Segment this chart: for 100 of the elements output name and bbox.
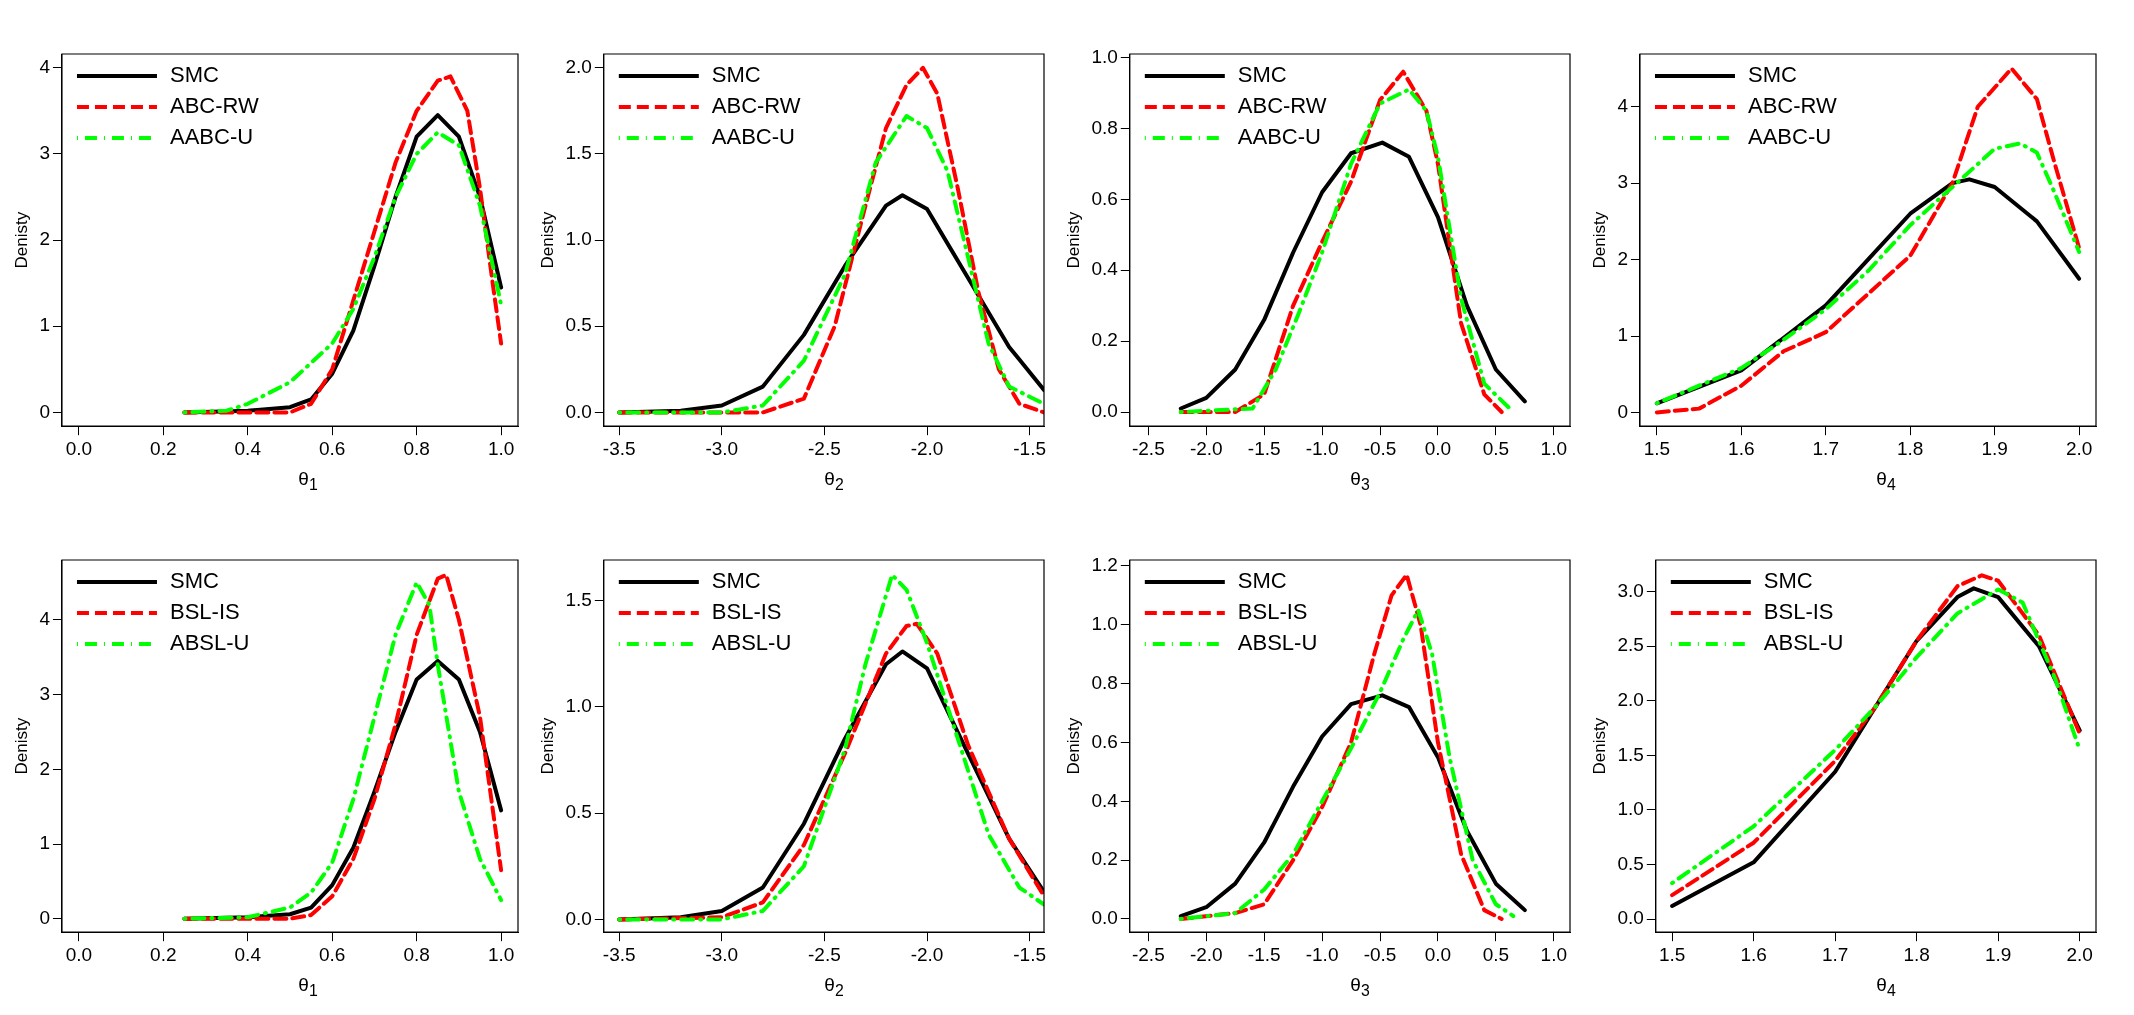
y-tick-label: 0.5 bbox=[565, 314, 592, 336]
x-tick-label: 1.0 bbox=[487, 437, 515, 459]
y-tick-label: 3 bbox=[39, 142, 50, 164]
y-tick-label: 0.0 bbox=[565, 907, 592, 929]
legend-label: ABSL-U bbox=[169, 629, 250, 655]
x-tick-label: 0.4 bbox=[234, 437, 262, 459]
x-tick-label: 1.9 bbox=[1984, 943, 2012, 965]
y-tick-label: 0.6 bbox=[1091, 730, 1118, 752]
y-tick-label: 0.5 bbox=[565, 801, 592, 823]
y-tick-label: 2 bbox=[39, 228, 50, 250]
legend-label: ABC-RW bbox=[1237, 93, 1327, 119]
x-tick-label: 0.0 bbox=[1424, 943, 1452, 965]
y-axis-title: Denisty bbox=[1063, 211, 1083, 269]
legend-label: BSL-IS bbox=[1763, 598, 1834, 624]
x-tick-label: -1.0 bbox=[1305, 943, 1339, 965]
y-tick-label: 1.0 bbox=[1091, 612, 1118, 634]
legend-label: SMC bbox=[1763, 567, 1813, 593]
x-tick-label: 2.0 bbox=[2065, 437, 2093, 459]
x-tick-label: 1.5 bbox=[1658, 943, 1686, 965]
y-axis-title: Denisty bbox=[537, 211, 557, 269]
x-tick-label: -3.0 bbox=[705, 943, 739, 965]
x-tick-label: 0.8 bbox=[403, 943, 430, 965]
y-tick-label: 0.2 bbox=[1091, 848, 1118, 870]
y-tick-label: 1 bbox=[1617, 324, 1628, 346]
x-tick-label: -2.5 bbox=[808, 437, 841, 459]
y-tick-label: 2 bbox=[39, 757, 50, 779]
legend-label: SMC bbox=[1237, 62, 1287, 88]
y-tick-label: 0.6 bbox=[1091, 187, 1118, 209]
x-tick-label: -2.0 bbox=[910, 437, 944, 459]
legend-label: ABSL-U bbox=[1237, 629, 1318, 655]
x-tick-label: 0.0 bbox=[65, 437, 93, 459]
line-series bbox=[1654, 66, 2082, 415]
x-tick-label: 0.4 bbox=[234, 943, 262, 965]
x-tick-label: -0.5 bbox=[1363, 943, 1397, 965]
x-axis-title: θ$_{1}$ bbox=[297, 468, 319, 494]
x-tick-label: 0.0 bbox=[1424, 437, 1452, 459]
y-tick-label: 0 bbox=[1617, 400, 1628, 422]
x-tick-label: -2.0 bbox=[1189, 437, 1223, 459]
y-tick-label: 1.0 bbox=[565, 228, 592, 250]
x-tick-label: 1.0 bbox=[1540, 437, 1567, 459]
legend-label: AABC-U bbox=[1237, 124, 1321, 150]
legend-label: SMC bbox=[711, 567, 761, 593]
x-axis-title: θ$_{1}$ bbox=[297, 973, 319, 1000]
x-tick-label: 0.8 bbox=[403, 437, 430, 459]
x-tick-label: -1.5 bbox=[1247, 437, 1281, 459]
legend-label: ABC-RW bbox=[1747, 93, 1838, 119]
legend-label: SMC bbox=[169, 567, 219, 593]
x-tick-label: -2.5 bbox=[1131, 943, 1165, 965]
y-tick-label: 0.0 bbox=[565, 400, 592, 422]
y-tick-label: 4 bbox=[39, 607, 51, 629]
x-tick-label: 0.2 bbox=[150, 437, 177, 459]
x-tick-label: 0.0 bbox=[65, 943, 93, 965]
x-axis-title: θ$_{2}$ bbox=[823, 973, 845, 1000]
x-axis-title: θ$_{4}$ bbox=[1875, 468, 1897, 494]
y-tick-label: 2 bbox=[1617, 247, 1628, 269]
legend-label: ABSL-U bbox=[1763, 629, 1844, 655]
y-tick-label: 3 bbox=[1617, 171, 1628, 193]
x-tick-label: 1.5 bbox=[1643, 437, 1671, 459]
y-axis-title: Denisty bbox=[11, 211, 31, 269]
x-tick-label: -2.5 bbox=[1131, 437, 1165, 459]
x-axis-title: θ$_{3}$ bbox=[1349, 973, 1371, 1000]
x-tick-label: -3.5 bbox=[602, 943, 636, 965]
x-tick-label: -0.5 bbox=[1363, 437, 1397, 459]
x-tick-label: -2.0 bbox=[1189, 943, 1223, 965]
y-tick-label: 0.4 bbox=[1091, 789, 1119, 811]
x-tick-label: 0.2 bbox=[150, 943, 177, 965]
x-tick-label: 0.5 bbox=[1482, 943, 1510, 965]
y-tick-label: 1 bbox=[39, 832, 50, 854]
y-tick-label: 4 bbox=[1617, 94, 1629, 116]
x-tick-label: 1.9 bbox=[1981, 437, 2008, 459]
x-tick-label: 0.6 bbox=[319, 437, 346, 459]
x-axis-title: θ$_{3}$ bbox=[1349, 468, 1371, 494]
y-tick-label: 0.8 bbox=[1091, 116, 1118, 138]
y-tick-label: 4 bbox=[39, 56, 51, 78]
x-tick-label: -3.5 bbox=[602, 437, 636, 459]
y-tick-label: 1 bbox=[39, 314, 50, 336]
x-tick-label: -1.5 bbox=[1247, 943, 1281, 965]
x-tick-label: -1.0 bbox=[1305, 437, 1339, 459]
x-tick-label: 1.6 bbox=[1740, 943, 1767, 965]
y-axis-title: Denisty bbox=[1589, 211, 1609, 269]
x-tick-label: 1.8 bbox=[1897, 437, 1924, 459]
y-tick-label: 1.0 bbox=[1617, 797, 1644, 819]
y-axis-title: Denisty bbox=[537, 717, 557, 775]
y-tick-label: 2.5 bbox=[1617, 634, 1644, 656]
y-tick-label: 1.5 bbox=[565, 142, 592, 164]
x-axis-title: θ$_{4}$ bbox=[1875, 973, 1897, 1000]
legend-label: SMC bbox=[711, 62, 761, 88]
y-tick-label: 2.0 bbox=[565, 56, 592, 78]
legend-label: BSL-IS bbox=[1237, 598, 1308, 624]
y-tick-label: 2.0 bbox=[1617, 688, 1644, 710]
y-tick-label: 0.5 bbox=[1617, 852, 1644, 874]
legend-label: AABC-U bbox=[711, 124, 795, 150]
x-tick-label: 0.5 bbox=[1482, 437, 1510, 459]
x-tick-label: -3.0 bbox=[705, 437, 739, 459]
y-tick-label: 1.2 bbox=[1091, 553, 1118, 575]
legend-label: ABSL-U bbox=[711, 629, 792, 655]
x-tick-label: -2.5 bbox=[808, 943, 841, 965]
legend-label: BSL-IS bbox=[711, 598, 782, 624]
x-tick-label: 0.6 bbox=[319, 943, 346, 965]
y-tick-label: 0.0 bbox=[1617, 907, 1644, 929]
